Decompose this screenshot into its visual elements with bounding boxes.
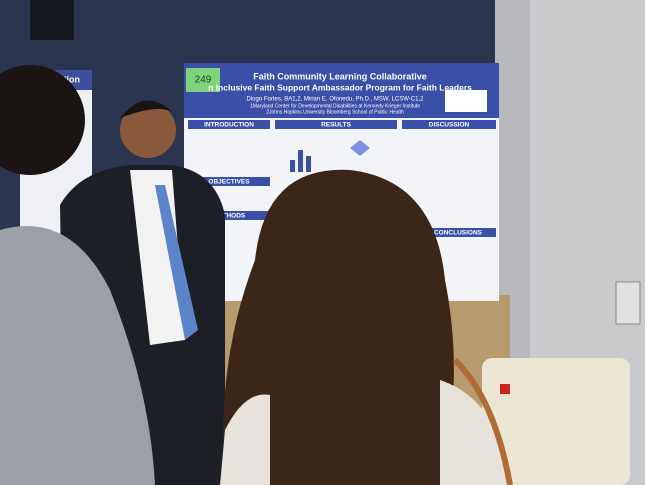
bag-strap [452,357,513,485]
section-header [420,228,496,237]
person-head [0,65,85,175]
section-title: INTRODUCTION [204,122,254,129]
poster-affiliation: 2Johns Hopkins University Bloomberg Scho… [266,109,404,115]
presenter-tie [155,185,198,340]
wall-outlet [615,281,641,325]
woman-hair [223,169,454,485]
results-icon [350,140,370,156]
section-title: RESULTS [321,122,352,129]
poster-title: Faith Community Learning Collaborative [253,71,427,81]
section-title: CONCLUSIONS [434,230,483,237]
jhu-logo [445,90,487,112]
poster-subtitle: n Inclusive Faith Support Ambassador Pro… [208,82,472,92]
results-chart [290,150,311,172]
poster-authors: Diogo Fortes, BA1,2, Mirian E. Ofonedu, … [247,97,425,103]
bin-label [500,384,510,394]
section-header [275,120,397,129]
poster-affiliation: 1Maryland Center for Developmental Disab… [250,103,420,109]
section-header [188,120,270,129]
section-header [188,211,270,220]
section-title: METHODS [213,213,246,220]
trash-bin [482,358,630,485]
section-header [188,177,270,186]
camera [30,0,74,40]
presenter-head [120,102,176,158]
woman-top [220,380,510,485]
presenter-hair [120,100,178,118]
poster-tag: 249 [195,75,212,86]
section-title: DISCUSSION [429,122,470,129]
sticky-note [186,68,220,92]
person-hoodie [0,226,155,485]
section-title: OBJECTIVES [208,179,250,186]
section-header [402,120,496,129]
